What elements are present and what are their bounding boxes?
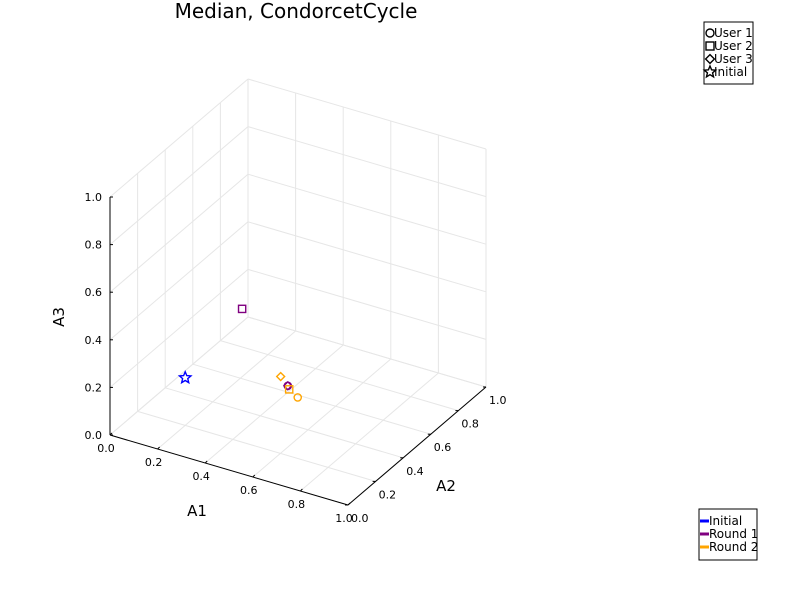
x-tick-mark xyxy=(157,446,160,450)
grid-line xyxy=(192,363,431,435)
x-tick-label: 0.8 xyxy=(288,498,306,511)
x-tick-label: 0.4 xyxy=(192,470,210,483)
x-tick-mark xyxy=(204,460,208,464)
z-axis-label: A3 xyxy=(50,307,68,327)
x-tick-label: 0.0 xyxy=(97,442,115,455)
x-axis-label: A1 xyxy=(187,502,207,520)
marker-legend-label: User 3 xyxy=(714,52,753,66)
z-tick-label: 1.0 xyxy=(85,191,103,204)
grid-line xyxy=(252,358,392,478)
x-axis-line xyxy=(109,434,349,506)
grid-lines xyxy=(109,78,487,506)
grid-line xyxy=(165,387,404,459)
grid-line xyxy=(109,78,249,198)
grid-line xyxy=(247,173,487,245)
data-point-round-2-user-3 xyxy=(275,371,286,382)
data-point-round-2-user-1 xyxy=(293,393,303,402)
y-axis-label: A2 xyxy=(436,477,456,495)
z-tick-label: 0.6 xyxy=(85,286,103,299)
grid-line xyxy=(204,344,344,464)
x-tick-mark xyxy=(347,502,351,506)
data-point-round-1-user-2 xyxy=(237,304,247,314)
y-axis-line xyxy=(347,386,487,506)
data-point-round-1-user-3 xyxy=(282,380,293,391)
x-tick-label: 0.2 xyxy=(145,456,163,469)
y-tick-label: 0.2 xyxy=(379,488,397,501)
marker-legend-label: User 2 xyxy=(714,39,753,53)
grid-line xyxy=(109,126,249,245)
z-tick-label: 0.2 xyxy=(85,381,103,394)
data-points xyxy=(177,304,303,402)
grid-line xyxy=(247,316,487,388)
grid-line xyxy=(247,126,487,198)
grid-line xyxy=(109,173,249,293)
tick-labels: 0.00.00.00.20.20.20.4 0.40.40.60.60.60.80… xyxy=(85,191,507,525)
color-legend-label: Initial xyxy=(709,514,742,528)
y-tick-label: 0.8 xyxy=(461,418,479,431)
axes xyxy=(109,196,487,506)
data-point-initial-initial xyxy=(177,369,193,385)
grid-line xyxy=(220,340,459,412)
z-tick-label: 0.8 xyxy=(85,239,103,252)
grid-line xyxy=(300,372,439,492)
grid-line xyxy=(137,410,376,482)
chart-title: Median, CondorcetCycle xyxy=(175,0,418,23)
x-tick-mark xyxy=(252,474,256,478)
y-tick-label: 0.4 xyxy=(406,465,424,478)
grid-line xyxy=(109,269,249,388)
grid-line xyxy=(247,78,487,150)
z-tick-label: 0.4 xyxy=(85,334,103,347)
color-legend-label: Round 2 xyxy=(709,540,758,554)
grid-line xyxy=(157,330,296,450)
y-tick-label: 1.0 xyxy=(489,394,507,407)
circle-legend-icon xyxy=(705,28,715,38)
grid-line xyxy=(109,221,249,341)
square-legend-icon xyxy=(705,41,715,51)
star-legend-icon xyxy=(702,64,718,79)
diamond-legend-icon xyxy=(704,53,716,65)
x-tick-label: 0.6 xyxy=(240,484,258,497)
data-point-round-2-user-2 xyxy=(284,385,294,394)
marker-legend-label: Initial xyxy=(714,65,747,79)
grid-line xyxy=(247,268,487,340)
color-legend-label: Round 1 xyxy=(709,527,758,541)
z-tick-label: 0.0 xyxy=(85,429,103,442)
y-tick-label: 0.6 xyxy=(434,441,452,454)
x-tick-label: 1.0 xyxy=(335,512,353,525)
marker-legend-label: User 1 xyxy=(714,26,753,40)
y-tick-label: 0.0 xyxy=(351,512,369,525)
grid-line xyxy=(247,221,487,293)
x-tick-mark xyxy=(300,488,303,492)
